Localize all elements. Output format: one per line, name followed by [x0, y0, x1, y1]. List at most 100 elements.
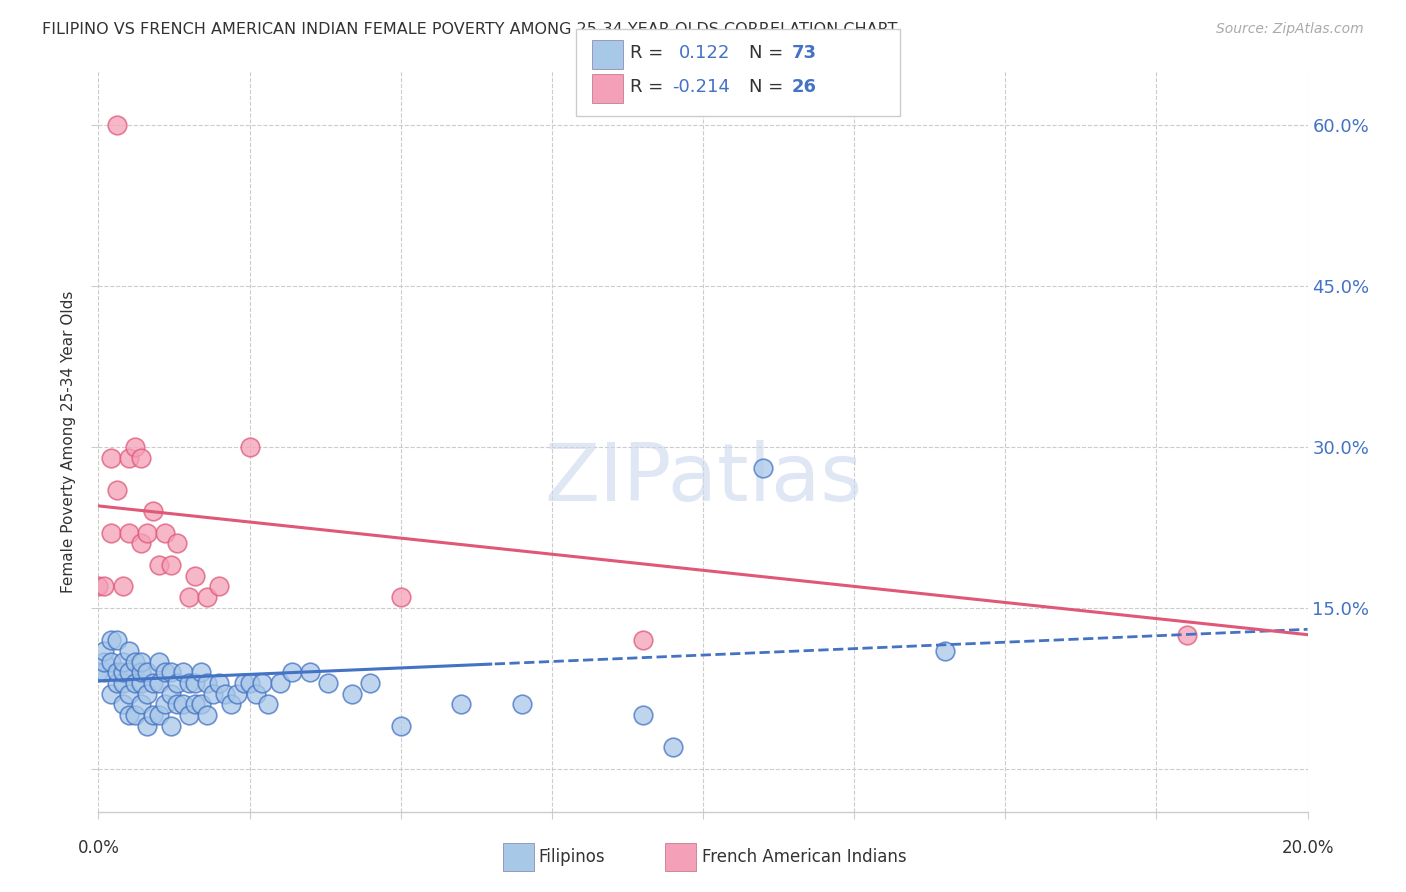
Point: [129, 698, 152, 712]
Point: [172, 665, 194, 680]
Point: [245, 687, 267, 701]
Point: [105, 665, 128, 680]
Point: [118, 644, 141, 658]
Point: [208, 676, 231, 690]
Text: -0.214: -0.214: [672, 78, 730, 95]
Point: [166, 536, 188, 550]
Point: [100, 525, 122, 540]
Point: [184, 698, 207, 712]
Point: [389, 590, 412, 604]
Point: [450, 698, 472, 712]
Point: [232, 676, 254, 690]
Text: FILIPINO VS FRENCH AMERICAN INDIAN FEMALE POVERTY AMONG 25-34 YEAR OLDS CORRELAT: FILIPINO VS FRENCH AMERICAN INDIAN FEMAL…: [42, 22, 897, 37]
Point: [142, 676, 165, 690]
Point: [111, 665, 134, 680]
Point: [1175, 628, 1198, 642]
Point: [160, 687, 183, 701]
Point: [142, 504, 165, 518]
Point: [661, 740, 683, 755]
Point: [93, 655, 115, 669]
Point: [250, 676, 273, 690]
Point: [148, 708, 170, 723]
Text: R =: R =: [630, 78, 669, 95]
Point: [93, 665, 115, 680]
Point: [160, 665, 183, 680]
Point: [148, 676, 170, 690]
Point: [153, 665, 176, 680]
Text: R =: R =: [630, 44, 669, 62]
Point: [111, 676, 134, 690]
Point: [184, 676, 207, 690]
Point: [221, 698, 243, 712]
Point: [87, 665, 110, 680]
Point: [202, 687, 225, 701]
Y-axis label: Female Poverty Among 25-34 Year Olds: Female Poverty Among 25-34 Year Olds: [60, 291, 76, 592]
Point: [87, 579, 110, 593]
Point: [100, 633, 122, 648]
Point: [124, 655, 146, 669]
Point: [100, 655, 122, 669]
Point: [179, 590, 201, 604]
Point: [342, 687, 364, 701]
Point: [124, 708, 146, 723]
Point: [269, 676, 291, 690]
Point: [105, 633, 128, 648]
Point: [190, 665, 212, 680]
Point: [129, 676, 152, 690]
Point: [160, 719, 183, 733]
Point: [172, 698, 194, 712]
Point: [195, 590, 218, 604]
Text: N =: N =: [749, 44, 783, 62]
Point: [166, 676, 188, 690]
Point: [316, 676, 339, 690]
Text: 73: 73: [792, 44, 817, 62]
Point: [214, 687, 236, 701]
Point: [934, 644, 956, 658]
Point: [135, 525, 157, 540]
Point: [195, 676, 218, 690]
Point: [389, 719, 412, 733]
Text: 0.0%: 0.0%: [77, 838, 120, 856]
Point: [105, 118, 128, 132]
Point: [631, 633, 654, 648]
Point: [752, 461, 775, 475]
Point: [129, 536, 152, 550]
Point: [129, 665, 152, 680]
Point: [179, 676, 201, 690]
Text: Filipinos: Filipinos: [538, 848, 605, 866]
Point: [118, 665, 141, 680]
Point: [148, 558, 170, 572]
Point: [281, 665, 304, 680]
Point: [93, 644, 115, 658]
Point: [105, 483, 128, 497]
Point: [135, 687, 157, 701]
Point: [142, 708, 165, 723]
Text: ZIPatlas: ZIPatlas: [544, 440, 862, 517]
Point: [118, 687, 141, 701]
Point: [111, 698, 134, 712]
Point: [299, 665, 322, 680]
Point: [239, 440, 262, 454]
Point: [510, 698, 533, 712]
Text: Source: ZipAtlas.com: Source: ZipAtlas.com: [1216, 22, 1364, 37]
Point: [100, 687, 122, 701]
Point: [124, 676, 146, 690]
Point: [105, 676, 128, 690]
Text: N =: N =: [749, 78, 783, 95]
Point: [129, 450, 152, 465]
Point: [111, 655, 134, 669]
Point: [166, 698, 188, 712]
Point: [256, 698, 278, 712]
Text: French American Indians: French American Indians: [702, 848, 907, 866]
Point: [239, 676, 262, 690]
Point: [208, 579, 231, 593]
Point: [118, 708, 141, 723]
Point: [190, 698, 212, 712]
Point: [100, 450, 122, 465]
Point: [153, 525, 176, 540]
Point: [195, 708, 218, 723]
Text: 20.0%: 20.0%: [1281, 838, 1334, 856]
Point: [153, 698, 176, 712]
Text: 26: 26: [792, 78, 817, 95]
Point: [118, 525, 141, 540]
